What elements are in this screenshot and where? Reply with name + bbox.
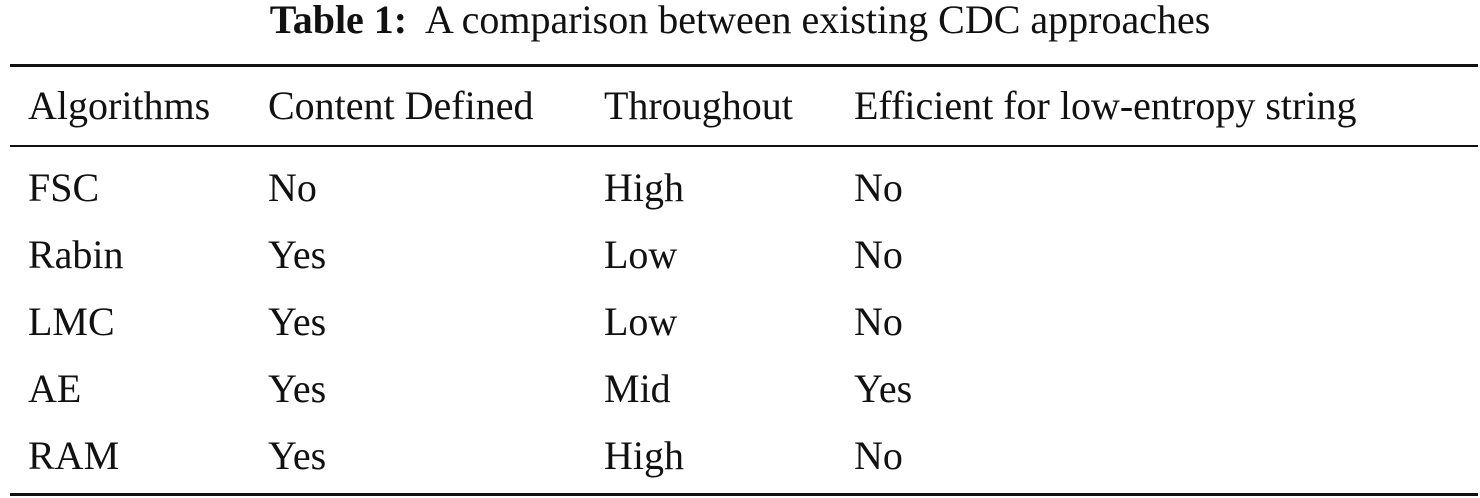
table-cell: LMC xyxy=(28,299,115,344)
table-cell: No xyxy=(854,299,903,344)
bottom-rule xyxy=(10,493,1478,496)
table-cell: High xyxy=(604,165,684,210)
table-cell: Yes xyxy=(268,299,327,344)
header-cell: Algorithms xyxy=(28,83,211,128)
caption-label: Table 1: xyxy=(269,0,408,42)
table-cell: AE xyxy=(28,366,82,411)
header-cell: Efficient for low-entropy string xyxy=(854,83,1357,128)
table-cell: Yes xyxy=(268,232,327,277)
table-cell: FSC xyxy=(28,165,100,210)
table-cell: No xyxy=(854,232,903,277)
table-cell: Yes xyxy=(268,433,327,478)
table-cell: No xyxy=(268,165,317,210)
table-cell: Mid xyxy=(604,366,671,411)
table-cell: Yes xyxy=(268,366,327,411)
top-rule xyxy=(10,64,1478,67)
table-cell: No xyxy=(854,165,903,210)
table-cell: Low xyxy=(604,232,678,277)
table-cell: Low xyxy=(604,299,678,344)
table-caption: Table 1: A comparison between existing C… xyxy=(0,0,1480,40)
table-cell: RAM xyxy=(28,433,120,478)
table-cell: High xyxy=(604,433,684,478)
table-cell: Rabin xyxy=(28,232,124,277)
header-cell: Throughout xyxy=(604,83,793,128)
table-cell: No xyxy=(854,433,903,478)
caption-text: A comparison between existing CDC approa… xyxy=(424,0,1211,42)
header-cell: Content Defined xyxy=(268,83,534,128)
header-rule xyxy=(10,145,1478,147)
table-cell: Yes xyxy=(854,366,913,411)
